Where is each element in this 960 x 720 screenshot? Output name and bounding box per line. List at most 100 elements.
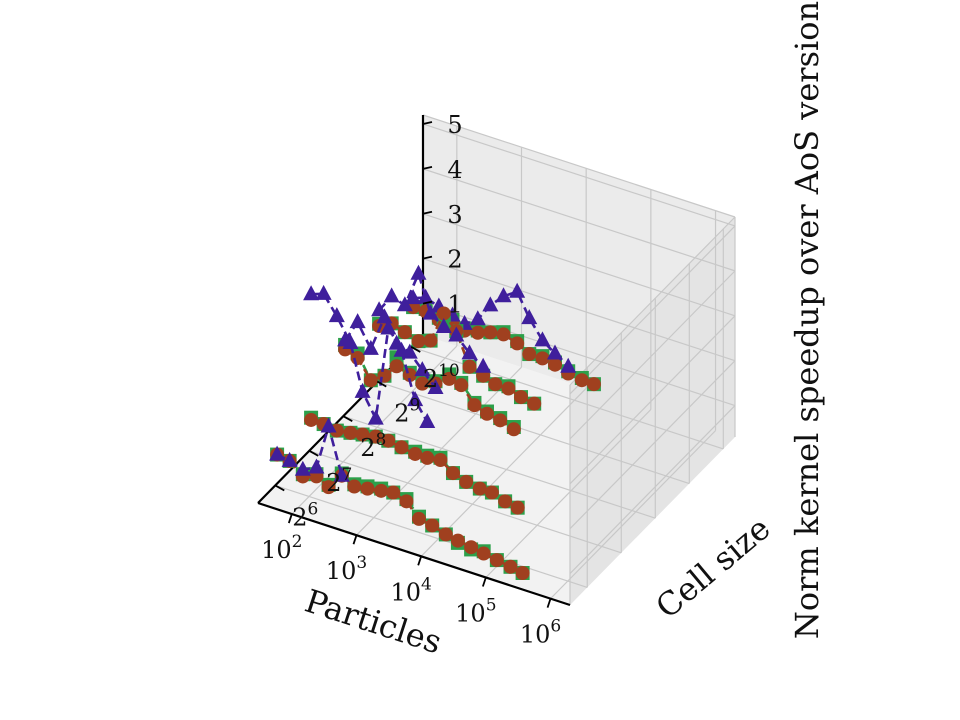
data-point-circle bbox=[377, 368, 392, 383]
data-point-circle bbox=[399, 494, 414, 509]
data-point-circle bbox=[503, 559, 518, 574]
data-point-triangle bbox=[422, 304, 439, 320]
data-point-triangle bbox=[461, 344, 478, 360]
data-point-triangle bbox=[376, 308, 393, 324]
data-point-triangle bbox=[427, 378, 444, 394]
data-point-circle bbox=[586, 377, 601, 392]
data-point-circle bbox=[501, 381, 516, 396]
y-tick-label: 26 bbox=[292, 499, 318, 531]
x-tick-label: 102 bbox=[261, 532, 302, 564]
data-point-circle bbox=[476, 546, 491, 561]
data-point-circle bbox=[454, 378, 469, 393]
series-layer bbox=[269, 264, 601, 580]
data-point-triangle bbox=[448, 326, 465, 342]
z-tick-mark bbox=[422, 255, 433, 260]
grid-x-floor bbox=[550, 430, 716, 600]
data-point-circle bbox=[420, 450, 435, 465]
data-point-triangle bbox=[410, 264, 427, 280]
grid-y-floor bbox=[309, 450, 622, 554]
grid-z-back bbox=[422, 168, 736, 272]
data-point-circle bbox=[374, 483, 389, 498]
data-point-circle bbox=[506, 422, 521, 437]
data-point-triangle bbox=[333, 466, 350, 482]
z-axis-title: Norm kernel speedup over AoS version bbox=[788, 1, 826, 639]
y-tick-label: 27 bbox=[326, 465, 352, 497]
z-tick-label: 3 bbox=[447, 201, 462, 229]
axes-panes bbox=[258, 115, 735, 605]
data-point-triangle bbox=[435, 317, 452, 333]
data-point-circle bbox=[574, 373, 589, 388]
grid-z-side bbox=[569, 270, 736, 440]
z-tick-label: 4 bbox=[447, 156, 462, 184]
data-point-triangle bbox=[328, 307, 345, 323]
y-tick-mark bbox=[410, 346, 421, 353]
data-point-circle bbox=[547, 357, 562, 372]
data-point-triangle bbox=[475, 357, 492, 373]
data-point-triangle bbox=[320, 417, 337, 433]
data-point-circle bbox=[464, 540, 479, 555]
data-point-triangle bbox=[294, 460, 311, 476]
data-point-circle bbox=[445, 466, 460, 481]
grid-z-side bbox=[569, 225, 736, 395]
x-tick-mark bbox=[352, 534, 358, 545]
data-point-circle bbox=[347, 479, 362, 494]
x-tick-label: 106 bbox=[520, 617, 561, 649]
grid-y-floor bbox=[343, 415, 656, 519]
data-point-circle bbox=[343, 425, 358, 440]
z-tick-label: 2 bbox=[447, 246, 462, 274]
side-pane bbox=[570, 217, 735, 605]
data-point-circle bbox=[363, 373, 378, 388]
data-point-triangle bbox=[482, 296, 499, 312]
data-point-circle bbox=[411, 511, 426, 526]
x-tick-label: 103 bbox=[326, 553, 367, 585]
grid-z-back bbox=[422, 123, 736, 227]
data-point-triangle bbox=[419, 413, 436, 429]
data-point-circle bbox=[304, 412, 319, 427]
data-point-triangle bbox=[407, 391, 424, 407]
y-tick-label: 28 bbox=[360, 430, 386, 462]
data-point-circle bbox=[381, 433, 396, 448]
data-point-circle bbox=[510, 500, 525, 515]
data-point-circle bbox=[411, 334, 426, 349]
z-tick-mark bbox=[422, 165, 433, 170]
data-point-triangle bbox=[521, 309, 538, 325]
z-tick-mark bbox=[422, 121, 433, 125]
data-point-triangle bbox=[414, 361, 431, 377]
z-tick-label: 5 bbox=[447, 111, 462, 139]
data-point-circle bbox=[438, 527, 453, 542]
data-point-circle bbox=[510, 336, 525, 351]
data-point-circle bbox=[368, 429, 383, 444]
data-point-circle bbox=[472, 481, 487, 496]
z-tick-label: 1 bbox=[447, 291, 462, 319]
data-point-triangle bbox=[393, 341, 410, 357]
x-axis-line bbox=[257, 501, 571, 607]
data-point-circle bbox=[425, 518, 440, 533]
data-point-circle bbox=[522, 347, 537, 362]
group-cell-64 bbox=[269, 417, 530, 580]
x-tick-mark bbox=[546, 598, 552, 608]
data-point-circle bbox=[470, 325, 485, 340]
data-point-circle bbox=[489, 553, 504, 568]
x-tick-label: 105 bbox=[455, 595, 496, 627]
x-tick-mark bbox=[287, 513, 293, 524]
y-tick-mark bbox=[376, 380, 387, 388]
series-line bbox=[311, 292, 429, 423]
y-tick-mark bbox=[342, 415, 353, 422]
data-point-triangle bbox=[546, 344, 563, 360]
pane-edge bbox=[422, 114, 736, 218]
data-point-circle bbox=[488, 377, 503, 392]
x-tick-mark bbox=[481, 577, 487, 587]
x-tick-mark bbox=[417, 556, 423, 566]
data-point-triangle bbox=[342, 334, 359, 350]
data-point-triangle bbox=[495, 287, 512, 303]
pane-edge bbox=[569, 216, 736, 386]
grid-z-back bbox=[422, 213, 736, 317]
data-point-triangle bbox=[362, 339, 379, 355]
data-point-circle bbox=[442, 371, 457, 386]
y-tick-label: 29 bbox=[394, 396, 420, 428]
data-point-triangle bbox=[509, 282, 526, 298]
data-point-circle bbox=[355, 427, 370, 442]
data-point-circle bbox=[450, 533, 465, 548]
